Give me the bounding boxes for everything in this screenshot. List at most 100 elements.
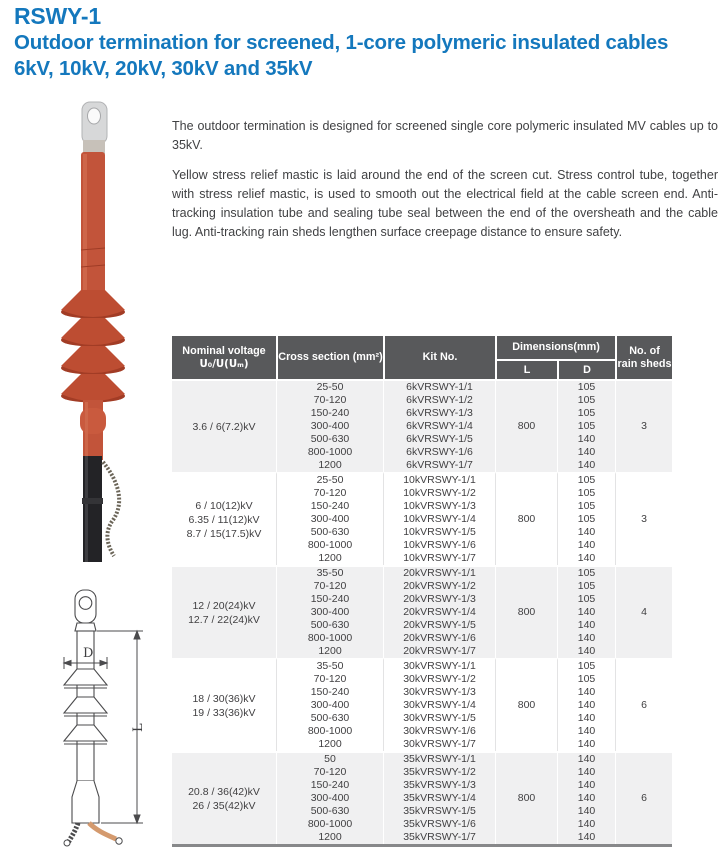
header-dim-l: L	[495, 361, 557, 381]
cell-dim-l: 800	[495, 381, 557, 472]
voltage-line: 3.6 / 6(7.2)kV	[192, 420, 256, 433]
table-row: 6 / 10(12)kV 6.35 / 11(12)kV 8.7 / 15(17…	[172, 472, 672, 565]
rain-sheds-photo	[61, 290, 125, 403]
cell-kit-no: 6kVRSWY-1/2	[383, 394, 495, 407]
cell-cross-section: 150-240	[276, 407, 383, 420]
cell-cross-section: 300-400	[276, 420, 383, 433]
cell-rain-sheds: 6	[615, 658, 672, 751]
cell-cross-section: 25-50	[276, 472, 383, 487]
voltage-line: 12.7 / 22(24)kV	[188, 613, 260, 626]
cell-rain-sheds: 4	[615, 565, 672, 658]
voltage-line: 26 / 35(42)kV	[192, 799, 256, 812]
cell-cross-section: 1200	[276, 552, 383, 565]
cell-rain-sheds: 3	[615, 381, 672, 472]
cell-cross-section: 1200	[276, 831, 383, 844]
cell-cross-section: 70-120	[276, 673, 383, 686]
cell-cross-section: 25-50	[276, 381, 383, 394]
cell-kit-no: 20kVRSWY-1/3	[383, 593, 495, 606]
table-row: 70-120 10kVRSWY-1/2 105	[172, 487, 672, 500]
table-row: 500-630 20kVRSWY-1/5 140	[172, 619, 672, 632]
cell-dim-d: 140	[557, 619, 615, 632]
cell-dim-d: 105	[557, 513, 615, 526]
cell-kit-no: 30kVRSWY-1/4	[383, 699, 495, 712]
voltage-group: 20.8 / 36(42)kV 26 / 35(42)kV 50 35kVRSW…	[172, 751, 672, 844]
table-row: 20.8 / 36(42)kV 26 / 35(42)kV 50 35kVRSW…	[172, 751, 672, 844]
table-row: 1200 20kVRSWY-1/7 140	[172, 645, 672, 658]
page-title: RSWY-1	[14, 3, 101, 29]
cell-dim-d: 105	[557, 420, 615, 433]
cell-kit-no: 30kVRSWY-1/7	[383, 738, 495, 751]
cell-dim-d: 105	[557, 580, 615, 593]
cell-cross-section: 500-630	[276, 805, 383, 818]
lug-hole	[78, 596, 93, 610]
table-row: 800-1000 30kVRSWY-1/6 140	[172, 725, 672, 738]
cell-dim-d: 140	[557, 539, 615, 552]
cell-kit-no: 10kVRSWY-1/1	[383, 472, 495, 487]
cell-cross-section: 1200	[276, 459, 383, 472]
cell-kit-no: 35kVRSWY-1/3	[383, 779, 495, 792]
cell-kit-no: 6kVRSWY-1/7	[383, 459, 495, 472]
description-para-1: The outdoor termination is designed for …	[172, 119, 718, 152]
cell-dim-d: 140	[557, 459, 615, 472]
diagram-cables	[63, 821, 123, 847]
table-row: 800-1000 6kVRSWY-1/6 140	[172, 446, 672, 459]
cell-cross-section: 150-240	[276, 686, 383, 699]
table-row: 150-240 20kVRSWY-1/3 105	[172, 593, 672, 606]
voltage-group: 18 / 30(36)kV 19 / 33(36)kV 35-50 30kVRS…	[172, 658, 672, 751]
cell-dim-d: 140	[557, 645, 615, 658]
table-row: 70-120 20kVRSWY-1/2 105	[172, 580, 672, 593]
table-row: 12 / 20(24)kV 12.7 / 22(24)kV 35-50 20kV…	[172, 565, 672, 658]
table-row: 300-400 30kVRSWY-1/4 140	[172, 699, 672, 712]
cell-dim-d: 140	[557, 751, 615, 766]
cell-cross-section: 800-1000	[276, 632, 383, 645]
cell-dim-d: 105	[557, 487, 615, 500]
cell-kit-no: 35kVRSWY-1/1	[383, 751, 495, 766]
cell-dim-d: 140	[557, 433, 615, 446]
cell-cross-section: 300-400	[276, 699, 383, 712]
cell-cross-section: 150-240	[276, 500, 383, 513]
table-row: 1200 30kVRSWY-1/7 140	[172, 738, 672, 751]
cell-cross-section: 800-1000	[276, 818, 383, 831]
voltage-line: 6.35 / 11(12)kV	[188, 513, 260, 526]
cell-cross-section: 500-630	[276, 619, 383, 632]
header-rain-sheds: No. of rain sheds	[615, 336, 672, 381]
table-row: 300-400 6kVRSWY-1/4 105	[172, 420, 672, 433]
cell-dim-d: 140	[557, 552, 615, 565]
voltage-group: 6 / 10(12)kV 6.35 / 11(12)kV 8.7 / 15(17…	[172, 472, 672, 565]
table-row: 1200 35kVRSWY-1/7 140	[172, 831, 672, 844]
table-row: 500-630 6kVRSWY-1/5 140	[172, 433, 672, 446]
voltage-line: 6 / 10(12)kV	[195, 499, 253, 512]
cell-kit-no: 30kVRSWY-1/5	[383, 712, 495, 725]
cell-dim-d: 140	[557, 632, 615, 645]
cell-cross-section: 800-1000	[276, 725, 383, 738]
cell-cross-section: 50	[276, 751, 383, 766]
cell-cross-section: 300-400	[276, 792, 383, 805]
cell-dim-d: 140	[557, 805, 615, 818]
cell-kit-no: 35kVRSWY-1/4	[383, 792, 495, 805]
cell-kit-no: 20kVRSWY-1/4	[383, 606, 495, 619]
cell-cross-section: 150-240	[276, 593, 383, 606]
cell-cross-section: 300-400	[276, 513, 383, 526]
cell-dim-d: 140	[557, 779, 615, 792]
cell-cross-section: 35-50	[276, 565, 383, 580]
cell-cross-section: 70-120	[276, 394, 383, 407]
cell-kit-no: 10kVRSWY-1/7	[383, 552, 495, 565]
cell-dim-d: 105	[557, 394, 615, 407]
cell-cross-section: 500-630	[276, 712, 383, 725]
table-row: 150-240 30kVRSWY-1/3 140	[172, 686, 672, 699]
cable-end-photo	[82, 456, 122, 562]
cell-dim-d: 140	[557, 818, 615, 831]
cell-dim-d: 140	[557, 686, 615, 699]
cell-kit-no: 35kVRSWY-1/6	[383, 818, 495, 831]
cell-kit-no: 10kVRSWY-1/2	[383, 487, 495, 500]
cell-kit-no: 6kVRSWY-1/6	[383, 446, 495, 459]
cell-kit-no: 30kVRSWY-1/1	[383, 658, 495, 673]
voltage-line: 12 / 20(24)kV	[192, 599, 256, 612]
shed-outlines	[62, 668, 109, 745]
cell-kit-no: 20kVRSWY-1/6	[383, 632, 495, 645]
header-nominal-voltage-line2: U₀/U(Uₘ)	[199, 358, 249, 370]
header-nominal-voltage-line1: Nominal voltage	[182, 344, 266, 357]
cell-cross-section: 70-120	[276, 580, 383, 593]
cell-dim-d: 140	[557, 738, 615, 751]
table-row: 150-240 10kVRSWY-1/3 105	[172, 500, 672, 513]
